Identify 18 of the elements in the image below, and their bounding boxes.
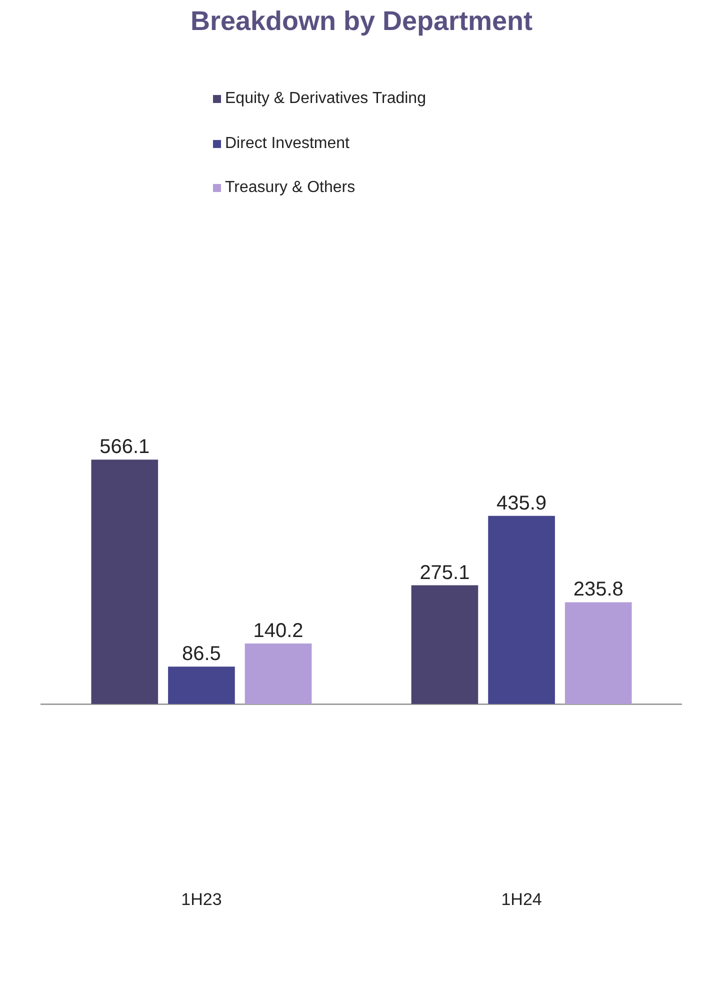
data-label: 435.9: [496, 492, 547, 514]
bar: [488, 516, 555, 704]
data-label: 140.2: [253, 620, 304, 642]
bar: [91, 460, 158, 704]
bar: [411, 585, 478, 704]
chart-title: Breakdown by Department: [189, 6, 534, 37]
data-label: 235.8: [573, 578, 624, 601]
bar: [244, 643, 312, 704]
bar: [168, 666, 235, 704]
legend-label: Direct Investment: [225, 134, 350, 152]
data-label: 86.5: [182, 643, 221, 666]
legend-label: Treasury & Others: [225, 179, 356, 197]
legend-label: Equity & Derivatives Trading: [225, 90, 426, 108]
data-label: 275.1: [420, 562, 470, 584]
x-tick-label: 1H24: [501, 890, 542, 909]
x-tick-label: 1H23: [181, 890, 222, 909]
data-label: 566.1: [100, 436, 150, 458]
bar: [564, 602, 632, 704]
